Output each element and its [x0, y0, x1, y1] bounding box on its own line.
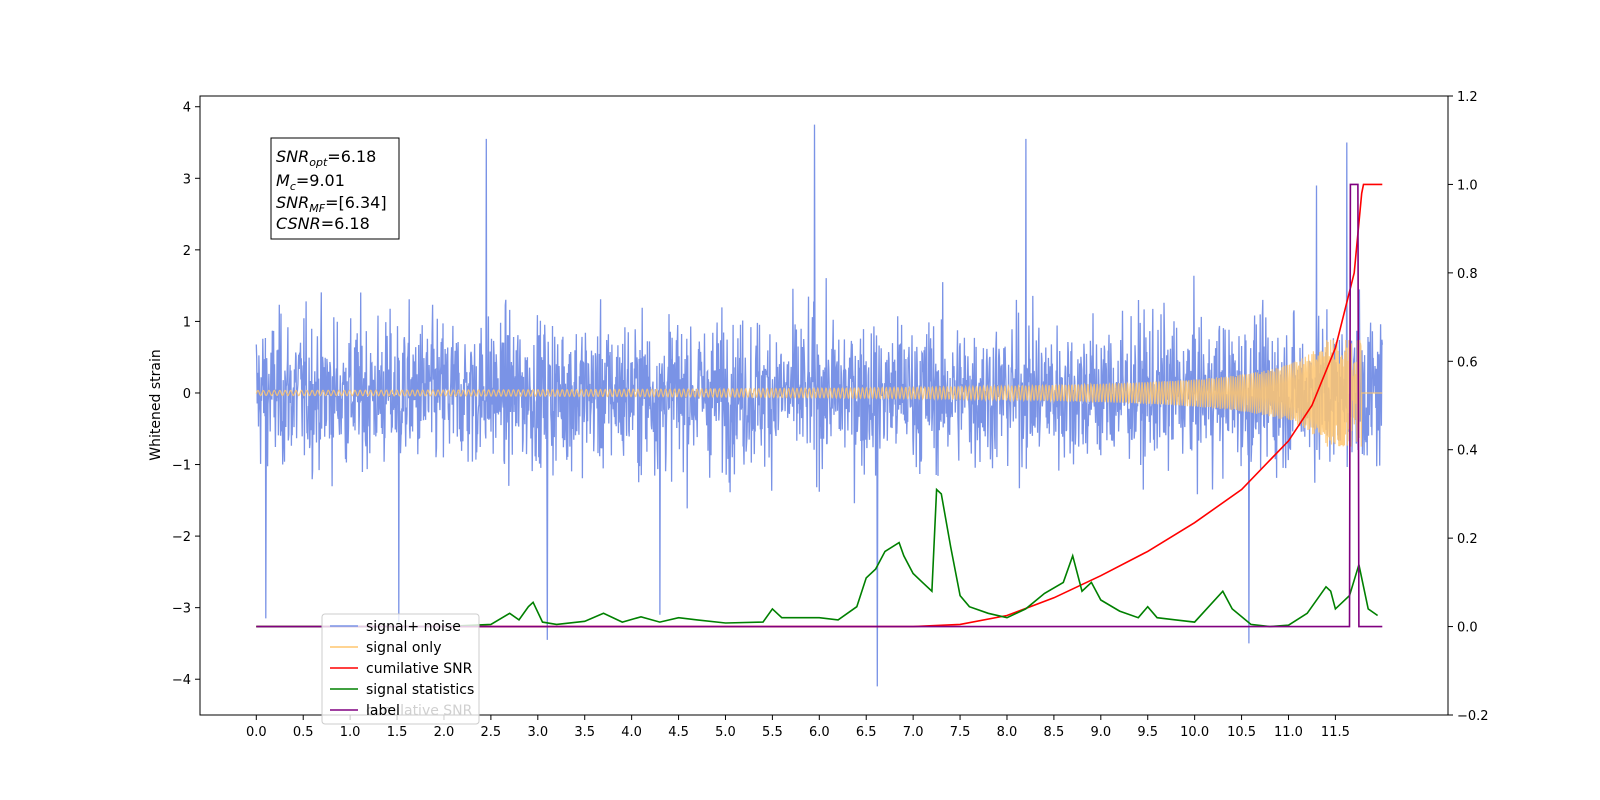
x-tick-label: 5.5: [762, 725, 783, 740]
y-right-tick-label: 0.0: [1457, 621, 1478, 636]
plot-layer: [255, 124, 1383, 687]
y-left-tick-label: 4: [183, 101, 191, 116]
x-tick-label: 9.0: [1090, 725, 1111, 740]
x-tick-label: 0.0: [246, 725, 267, 740]
y-left-tick-label: 2: [183, 244, 191, 259]
y-left-tick-label: 3: [183, 172, 191, 187]
x-tick-label: 7.0: [903, 725, 924, 740]
y-right-tick-label: 1.0: [1457, 178, 1478, 193]
y-right-tick-label: −0.2: [1457, 709, 1489, 724]
info-box-frame: [270, 137, 400, 240]
x-tick-label: 4.0: [621, 725, 642, 740]
x-tick-label: 7.5: [950, 725, 971, 740]
legend-overlap-text: cumilative SNR: [366, 703, 473, 719]
x-tick-label: 2.5: [481, 725, 502, 740]
csnr-text: CSNR=6.18: [276, 214, 370, 233]
x-tick-label: 8.5: [1044, 725, 1065, 740]
y-left-tick-label: −2: [172, 530, 191, 545]
x-tick-label: 1.5: [387, 725, 408, 740]
legend: signal+ noise signal only cumilative SNR…: [321, 613, 480, 725]
x-tick-label: 3.0: [527, 725, 548, 740]
x-tick-label: 10.0: [1180, 725, 1209, 740]
legend-label-label: label: [366, 703, 400, 719]
series-signal-statistics: [256, 487, 1379, 628]
series-signal-only: [255, 339, 1383, 447]
y-right-tick-label: 1.2: [1457, 90, 1478, 105]
snr-mf-text: SNRMF=[6.34]: [276, 193, 387, 215]
legend-label-signal-only: signal only: [366, 640, 441, 656]
x-tick-label: 1.0: [340, 725, 361, 740]
axis-layer: 0.0 0.5 1.0 1.5 2.0 2.5 3.0 3.5 4.0 4.5 5.0 5.5 6.0 6…: [172, 90, 1489, 740]
x-tick-label: 8.0: [997, 725, 1018, 740]
legend-label-signal-noise: signal+ noise: [366, 619, 461, 635]
x-tick-label: 6.5: [856, 725, 877, 740]
y-left-tick-label: 1: [183, 315, 191, 330]
series-label: [256, 183, 1383, 628]
info-box: SNRopt=6.18 Mc=9.01 SNRMF=[6.34] CSNR=6.…: [270, 137, 400, 240]
plot-frame: [199, 95, 1449, 716]
y-axis-label: Whitened strain: [148, 349, 164, 460]
x-tick-label: 11.0: [1274, 725, 1303, 740]
x-tick-label: 0.5: [293, 725, 314, 740]
y-right-tick-label: 0.8: [1457, 267, 1478, 282]
x-tick-label: 4.5: [668, 725, 689, 740]
legend-label-signal-statistics: signal statistics: [366, 682, 474, 698]
snr-opt-text: SNRopt=6.18: [276, 147, 376, 169]
x-tick-label: 6.0: [809, 725, 830, 740]
x-tick-label: 3.5: [574, 725, 595, 740]
x-tick-label: 11.5: [1321, 725, 1350, 740]
x-tick-label: 10.5: [1227, 725, 1256, 740]
y-left-tick-label: −1: [172, 459, 191, 474]
x-tick-label: 9.5: [1137, 725, 1158, 740]
y-left-tick-label: −3: [172, 602, 191, 617]
x-tick-label: 2.0: [434, 725, 455, 740]
y-right-tick-label: 0.4: [1457, 444, 1478, 459]
legend-frame: [321, 613, 480, 725]
x-tick-label: 5.0: [715, 725, 736, 740]
y-left-tick-label: −4: [172, 673, 191, 688]
legend-label-cumulative-snr: cumilative SNR: [366, 661, 473, 677]
y-left-tick-label: 0: [183, 387, 191, 402]
mc-text: Mc=9.01: [276, 171, 345, 193]
y-right-tick-label: 0.6: [1457, 355, 1478, 370]
y-right-tick-label: 0.2: [1457, 532, 1478, 547]
